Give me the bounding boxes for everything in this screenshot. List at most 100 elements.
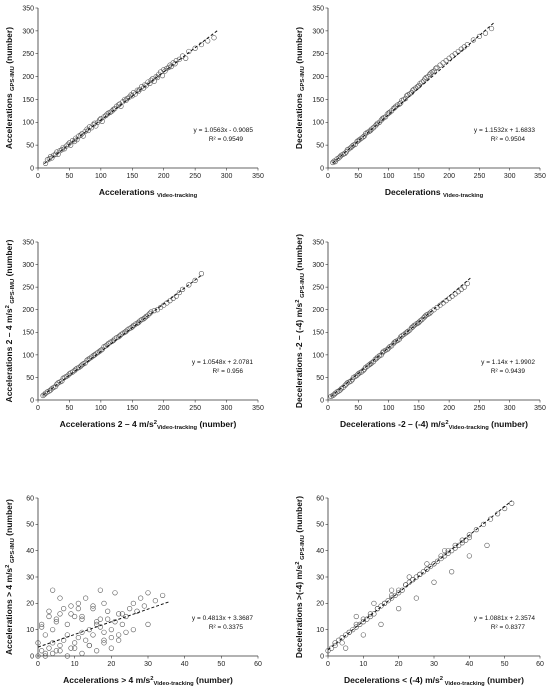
data-point [108,627,114,633]
y-axis-title-part: 2 [295,562,301,565]
data-point [509,500,515,506]
data-point [424,561,430,567]
y-axis-title: Decelerations -2 – (-4) m/s2 GPS-IMU (nu… [294,234,306,408]
trend-line [37,601,171,648]
data-point [459,537,465,543]
data-point [97,616,103,622]
data-point [332,159,338,165]
data-point [431,579,437,585]
y-tick-label: 0 [320,165,324,172]
data-point [362,364,369,371]
data-points [35,587,166,659]
data-point [145,590,151,596]
data-point [367,613,374,620]
data-point [86,642,92,649]
y-axis-title-part: GPS-IMU [300,535,306,561]
data-point [173,57,179,64]
data-point [159,73,166,79]
data-point [59,378,65,384]
y-tick-label: 200 [22,74,34,81]
trend-line [42,274,202,396]
data-point [342,150,348,156]
y-tick-label: 40 [26,548,34,555]
data-point [108,634,114,641]
data-point [382,114,389,120]
data-point [392,339,398,345]
data-point [75,600,81,606]
data-point [399,333,405,339]
data-point [73,366,79,372]
data-point [78,132,84,138]
data-points [325,500,515,654]
x-tick-label: 100 [95,405,107,412]
data-point [427,563,434,570]
data-point [162,68,168,74]
r-squared-label: R² = 0.8377 [491,624,526,631]
x-tick-label: 50 [217,661,225,668]
data-point [79,650,85,656]
data-point [105,608,111,614]
data-point [127,605,133,612]
data-point [381,600,388,606]
data-point [130,600,136,606]
data-point [53,619,59,625]
y-axis-title-part: Decelerations [294,91,304,149]
x-tick-label: 250 [189,405,201,412]
data-point [176,56,183,62]
x-tick-label: 350 [534,173,546,180]
data-point [402,95,409,102]
x-tick-label: 100 [95,173,107,180]
data-point [392,592,398,599]
x-tick-label: 200 [158,405,170,412]
data-point [337,387,343,393]
data-point [482,30,489,36]
data-point [90,121,96,128]
y-axis-title-part: GPS-IMU [10,66,16,91]
data-point [129,324,135,330]
data-point [428,70,434,76]
y-tick-label: 350 [312,239,324,246]
data-point [464,280,470,287]
data-point [79,362,85,368]
data-point [370,125,377,131]
x-axis-title-part: (number) [489,419,528,429]
data-point [39,624,45,630]
data-point [39,621,45,628]
data-point [46,608,52,614]
data-point [205,38,211,44]
data-point [101,640,107,646]
trend-line [332,21,495,164]
data-point [198,271,205,277]
y-tick-label: 150 [22,330,34,337]
y-tick-label: 0 [30,165,34,172]
data-points [330,25,495,166]
x-axis-title-part: Decelerations < (-4) m/s [344,675,440,685]
data-point [416,319,422,325]
y-tick-label: 50 [316,522,324,529]
y-tick-label: 150 [312,97,324,104]
data-point [379,116,386,122]
data-point [488,25,495,32]
data-point [192,45,198,51]
data-point [389,587,395,593]
x-tick-label: 150 [126,405,138,412]
trend-line [327,500,513,651]
x-tick-label: 200 [443,173,455,180]
x-axis-title-part: Video-tracking [443,681,485,687]
data-point [94,648,100,654]
data-point [35,640,41,646]
data-point [369,126,375,132]
x-axis-title: Accelerations 2 – 4 m/s2Video-tracking (… [60,419,237,431]
trend-line [330,277,471,397]
data-point [374,605,381,612]
y-axis-title-part: GPS-IMU [300,273,306,299]
y-axis-title-part: GPS-IMU [10,538,16,564]
data-point [473,526,480,533]
data-point [389,595,395,601]
y-tick-label: 60 [26,495,34,502]
data-point [116,632,122,638]
x-tick-label: 300 [221,405,233,412]
x-tick-label: 100 [383,173,395,180]
x-tick-label: 50 [354,173,362,180]
data-points [328,280,470,399]
